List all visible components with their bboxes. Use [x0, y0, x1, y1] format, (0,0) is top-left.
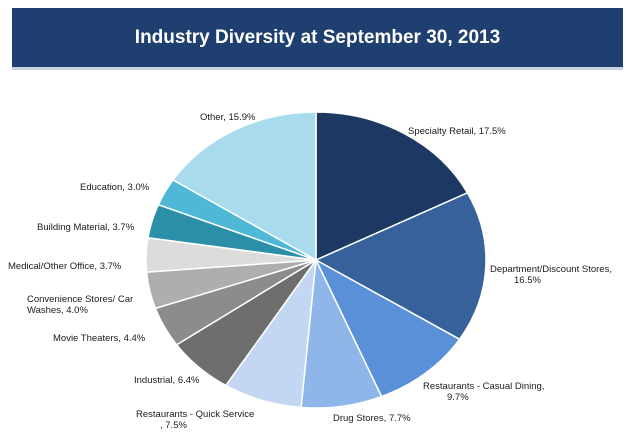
slice-label-line: Movie Theaters, 4.4%: [53, 333, 146, 344]
slice-label: Drug Stores, 7.7%: [333, 413, 411, 424]
slice-label: Other, 15.9%: [200, 112, 256, 123]
pie-slice: [314, 258, 461, 398]
chart-title: Industry Diversity at September 30, 2013: [134, 26, 501, 48]
slice-label: Restaurants - Casual Dining, 9.7%: [423, 381, 544, 403]
slice-label-line: 16.5%: [514, 275, 541, 286]
slice-label-line: , 7.5%: [160, 420, 187, 431]
slice-label: Restaurants - Quick Service, 7.5%: [136, 409, 254, 431]
slice-label: Medical/Other Office, 3.7%: [8, 261, 122, 272]
title-banner: Industry Diversity at September 30, 2013: [12, 8, 623, 70]
slice-label: Movie Theaters, 4.4%: [53, 333, 146, 344]
slice-label: Industrial, 6.4%: [134, 375, 200, 386]
slice-label: Specialty Retail, 17.5%: [408, 126, 506, 137]
slice-label-line: Medical/Other Office, 3.7%: [8, 261, 122, 272]
slice-label: Building Material, 3.7%: [37, 222, 135, 233]
slice-label: Department/Discount Stores, 16.5%: [490, 264, 612, 286]
slice-label-line: Other, 15.9%: [200, 112, 256, 123]
slice-label-line: Drug Stores, 7.7%: [333, 413, 411, 424]
slice-label: Education, 3.0%: [80, 182, 150, 193]
slice-label-line: Restaurants - Quick Service: [136, 409, 254, 420]
slice-label-line: Industrial, 6.4%: [134, 375, 200, 386]
slice-label-line: Education, 3.0%: [80, 182, 150, 193]
slice-label-line: Building Material, 3.7%: [37, 222, 135, 233]
slice-label-line: 9.7%: [447, 392, 469, 403]
slice-label-line: Convenience Stores/ Car: [27, 294, 133, 305]
slice-label-line: Specialty Retail, 17.5%: [408, 126, 506, 137]
slice-label-line: Washes, 4.0%: [27, 305, 88, 316]
slice-label-line: Restaurants - Casual Dining,: [423, 381, 544, 392]
pie-slice: [171, 111, 317, 262]
pie-slice: [315, 111, 469, 262]
slice-label: Convenience Stores/ Car Washes, 4.0%: [27, 294, 133, 316]
slice-label-line: Department/Discount Stores,: [490, 264, 612, 275]
pie-slice: [314, 191, 487, 341]
